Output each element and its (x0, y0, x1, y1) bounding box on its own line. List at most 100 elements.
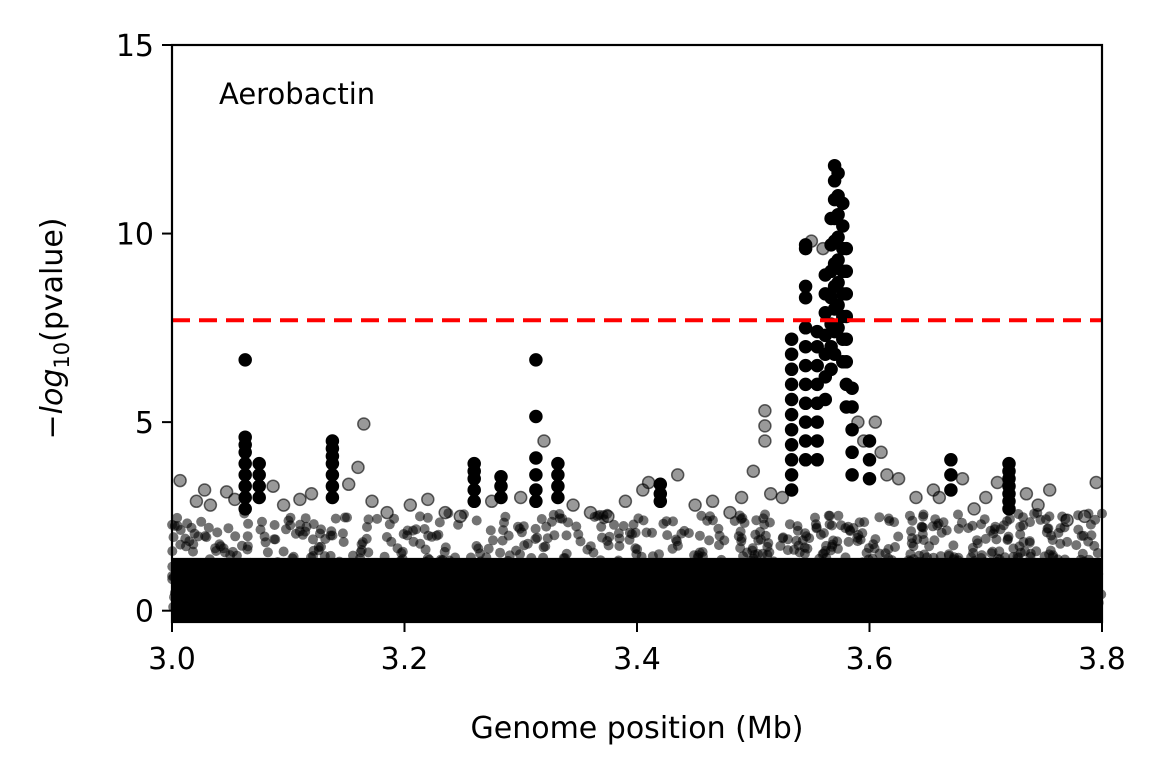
band-point (815, 529, 826, 540)
data-point (784, 483, 799, 497)
data-point (293, 492, 307, 507)
data-point (551, 456, 565, 471)
data-point (810, 339, 824, 354)
data-point (341, 477, 356, 492)
band-point (210, 543, 221, 554)
data-point (758, 404, 772, 418)
data-point (238, 456, 252, 471)
data-point (845, 400, 859, 414)
data-points (173, 158, 1103, 614)
data-point (967, 502, 981, 516)
data-point (1042, 483, 1057, 497)
band-point (488, 535, 498, 546)
band-point (777, 533, 788, 544)
data-point (653, 494, 668, 509)
band-point (530, 534, 541, 544)
band-point (904, 510, 915, 521)
data-point (758, 419, 772, 433)
data-point (252, 479, 266, 493)
band-point (1035, 514, 1046, 525)
data-point (467, 471, 481, 486)
band-point (471, 515, 482, 526)
data-point (810, 453, 824, 467)
band-point (918, 509, 929, 520)
band-point (362, 522, 372, 532)
band-point (641, 527, 652, 538)
band-point (714, 530, 725, 541)
data-point (845, 381, 859, 395)
data-point (203, 498, 218, 512)
band-point (1013, 509, 1024, 519)
band-point (315, 528, 325, 539)
band-point (503, 530, 514, 541)
data-point (839, 332, 854, 346)
band-point (585, 541, 596, 552)
band-point (702, 515, 713, 526)
band-point (848, 523, 859, 533)
band-point (1089, 540, 1100, 551)
band-point (281, 524, 291, 535)
data-point (746, 464, 761, 478)
data-point (325, 490, 340, 505)
data-point (851, 415, 865, 429)
band-core (172, 557, 1102, 622)
band-point (833, 510, 844, 521)
data-point (537, 434, 551, 448)
chart-annotation: Aerobactin (219, 77, 375, 111)
band-point (764, 547, 775, 558)
band-point (175, 539, 186, 550)
data-point (798, 339, 813, 354)
band-point (971, 535, 982, 546)
band-point (804, 533, 815, 544)
data-point (831, 166, 845, 180)
data-point (868, 415, 883, 429)
band-point (1047, 535, 1058, 545)
data-point (839, 355, 854, 369)
data-point (784, 453, 799, 467)
data-point (734, 490, 749, 505)
band-point (530, 523, 541, 534)
data-point (529, 468, 543, 482)
x-axis: 3.0 3.2 3.4 3.6 3.8 (148, 622, 1126, 677)
data-point (784, 347, 799, 361)
band-point (260, 537, 271, 548)
data-point (810, 415, 824, 429)
band-point (203, 522, 214, 533)
band-point (519, 540, 530, 551)
band-point (330, 513, 341, 524)
data-point (784, 392, 799, 407)
data-point (909, 490, 923, 505)
data-point (804, 234, 819, 248)
data-point (325, 468, 340, 482)
band-point (836, 520, 847, 531)
band-point (924, 541, 935, 552)
data-point (1002, 502, 1016, 516)
data-point (862, 453, 877, 467)
band-point (704, 535, 715, 546)
data-point (173, 473, 187, 488)
data-point (862, 471, 877, 486)
data-point (403, 498, 418, 512)
band-point (440, 542, 451, 553)
data-point (688, 498, 702, 512)
y-tick-label: 5 (135, 406, 154, 441)
data-point (1089, 475, 1103, 490)
band-point (542, 533, 553, 544)
data-point (798, 377, 813, 392)
band-point (870, 534, 881, 545)
band-point (998, 520, 1009, 531)
band-point (1020, 546, 1030, 557)
data-point (513, 490, 528, 505)
band-point (554, 509, 565, 519)
band-point (1055, 523, 1066, 534)
data-point (551, 479, 565, 493)
y-axis: 0 5 10 15 (116, 29, 172, 630)
data-point (839, 241, 854, 256)
data-point (856, 434, 871, 448)
data-point (833, 596, 848, 610)
band-point (420, 544, 431, 555)
band-point (220, 547, 230, 558)
data-point (529, 494, 543, 509)
data-point (822, 600, 836, 614)
data-point (880, 468, 894, 482)
